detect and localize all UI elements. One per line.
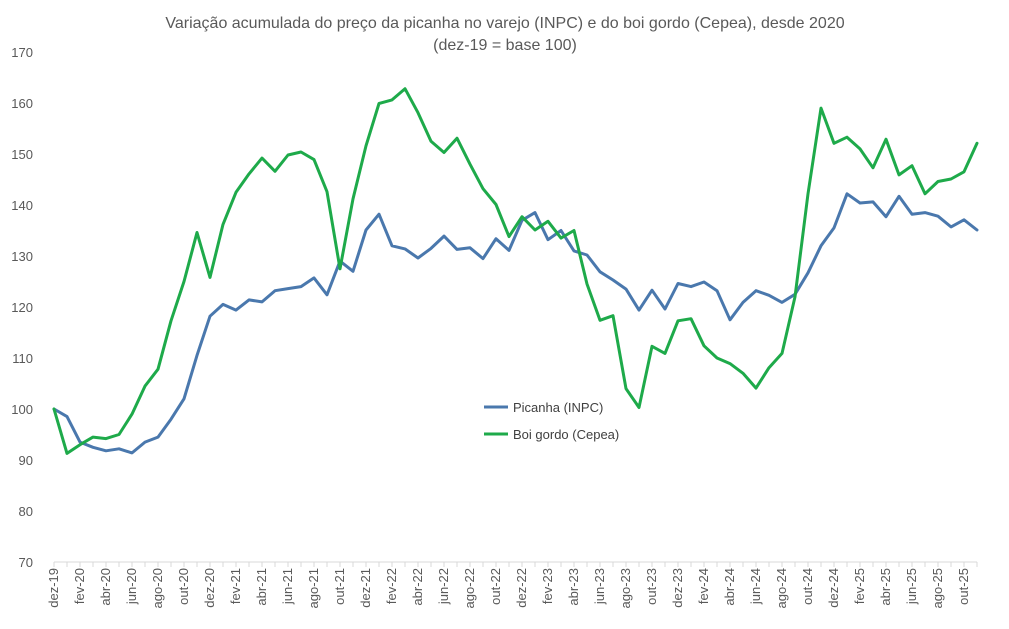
- x-tick-label: jun-22: [436, 568, 451, 605]
- x-tick-label: fev-23: [540, 568, 555, 604]
- x-tick-label: out-23: [644, 568, 659, 605]
- x-axis: dez-19 fev-20 abr-20 jun-20 ago-20 out-20 dez-…: [46, 561, 978, 608]
- x-tick-label: dez-22: [514, 568, 529, 608]
- y-tick-label: 160: [11, 96, 33, 111]
- legend: Picanha (INPC) Boi gordo (Cepea): [484, 400, 619, 442]
- x-tick-label: out-20: [176, 568, 191, 605]
- y-tick-label: 80: [19, 504, 33, 519]
- series-line-picanha: [52, 192, 979, 455]
- x-tick-label: dez-24: [826, 568, 841, 608]
- x-tick-label: jun-21: [280, 568, 295, 605]
- x-tick-label: out-24: [800, 568, 815, 605]
- x-tick-label: fev-21: [228, 568, 243, 604]
- x-tick-label: ago-20: [150, 568, 165, 608]
- x-tick-label: fev-24: [696, 568, 711, 604]
- x-tick-label: abr-22: [410, 568, 425, 606]
- x-tick-label: fev-22: [384, 568, 399, 604]
- y-tick-label: 170: [11, 45, 33, 60]
- chart-subtitle: (dez-19 = base 100): [433, 37, 577, 54]
- x-tick-label: dez-21: [358, 568, 373, 608]
- y-tick-label: 110: [12, 351, 33, 366]
- x-tick-label: ago-25: [930, 568, 945, 608]
- chart-title: Variação acumulada do preço da picanha n…: [165, 15, 844, 32]
- x-tick-label: abr-23: [566, 568, 581, 606]
- x-tick-label: fev-20: [72, 568, 87, 604]
- y-tick-label: 70: [19, 555, 33, 570]
- x-tick-label: dez-19: [46, 568, 61, 608]
- x-tick-label: ago-21: [306, 568, 321, 608]
- y-tick-label: 150: [11, 147, 33, 162]
- x-tick-label: jun-23: [592, 568, 607, 605]
- series-line-boi-gordo: [52, 87, 979, 455]
- x-tick-label: out-25: [956, 568, 971, 605]
- y-tick-label: 140: [11, 198, 33, 213]
- y-tick-label: 120: [11, 300, 33, 315]
- x-tick-label: abr-25: [878, 568, 893, 606]
- x-tick-label: abr-21: [254, 568, 269, 606]
- x-tick-label: jun-24: [748, 568, 763, 605]
- x-tick-label: out-22: [488, 568, 503, 605]
- x-tick-label: jun-25: [904, 568, 919, 605]
- x-tick-label: dez-23: [670, 568, 685, 608]
- x-tick-label: dez-20: [202, 568, 217, 608]
- x-tick-label: abr-24: [722, 568, 737, 606]
- y-tick-label: 100: [11, 402, 33, 417]
- legend-label-picanha: Picanha (INPC): [513, 400, 603, 415]
- y-tick-label: 130: [11, 249, 33, 264]
- y-tick-label: 90: [19, 453, 33, 468]
- x-tick-label: out-21: [332, 568, 347, 605]
- x-tick-label: ago-22: [462, 568, 477, 608]
- x-tick-label: abr-20: [98, 568, 113, 606]
- x-tick-label: jun-20: [124, 568, 139, 605]
- legend-label-boi-gordo: Boi gordo (Cepea): [513, 427, 619, 442]
- x-tick-label: ago-23: [618, 568, 633, 608]
- x-tick-label: ago-24: [774, 568, 789, 608]
- y-axis: 70 80 90 100 110 120 130 140 150 160 170: [11, 45, 33, 570]
- plot-lines: [52, 87, 979, 455]
- x-tick-label: fev-25: [852, 568, 867, 604]
